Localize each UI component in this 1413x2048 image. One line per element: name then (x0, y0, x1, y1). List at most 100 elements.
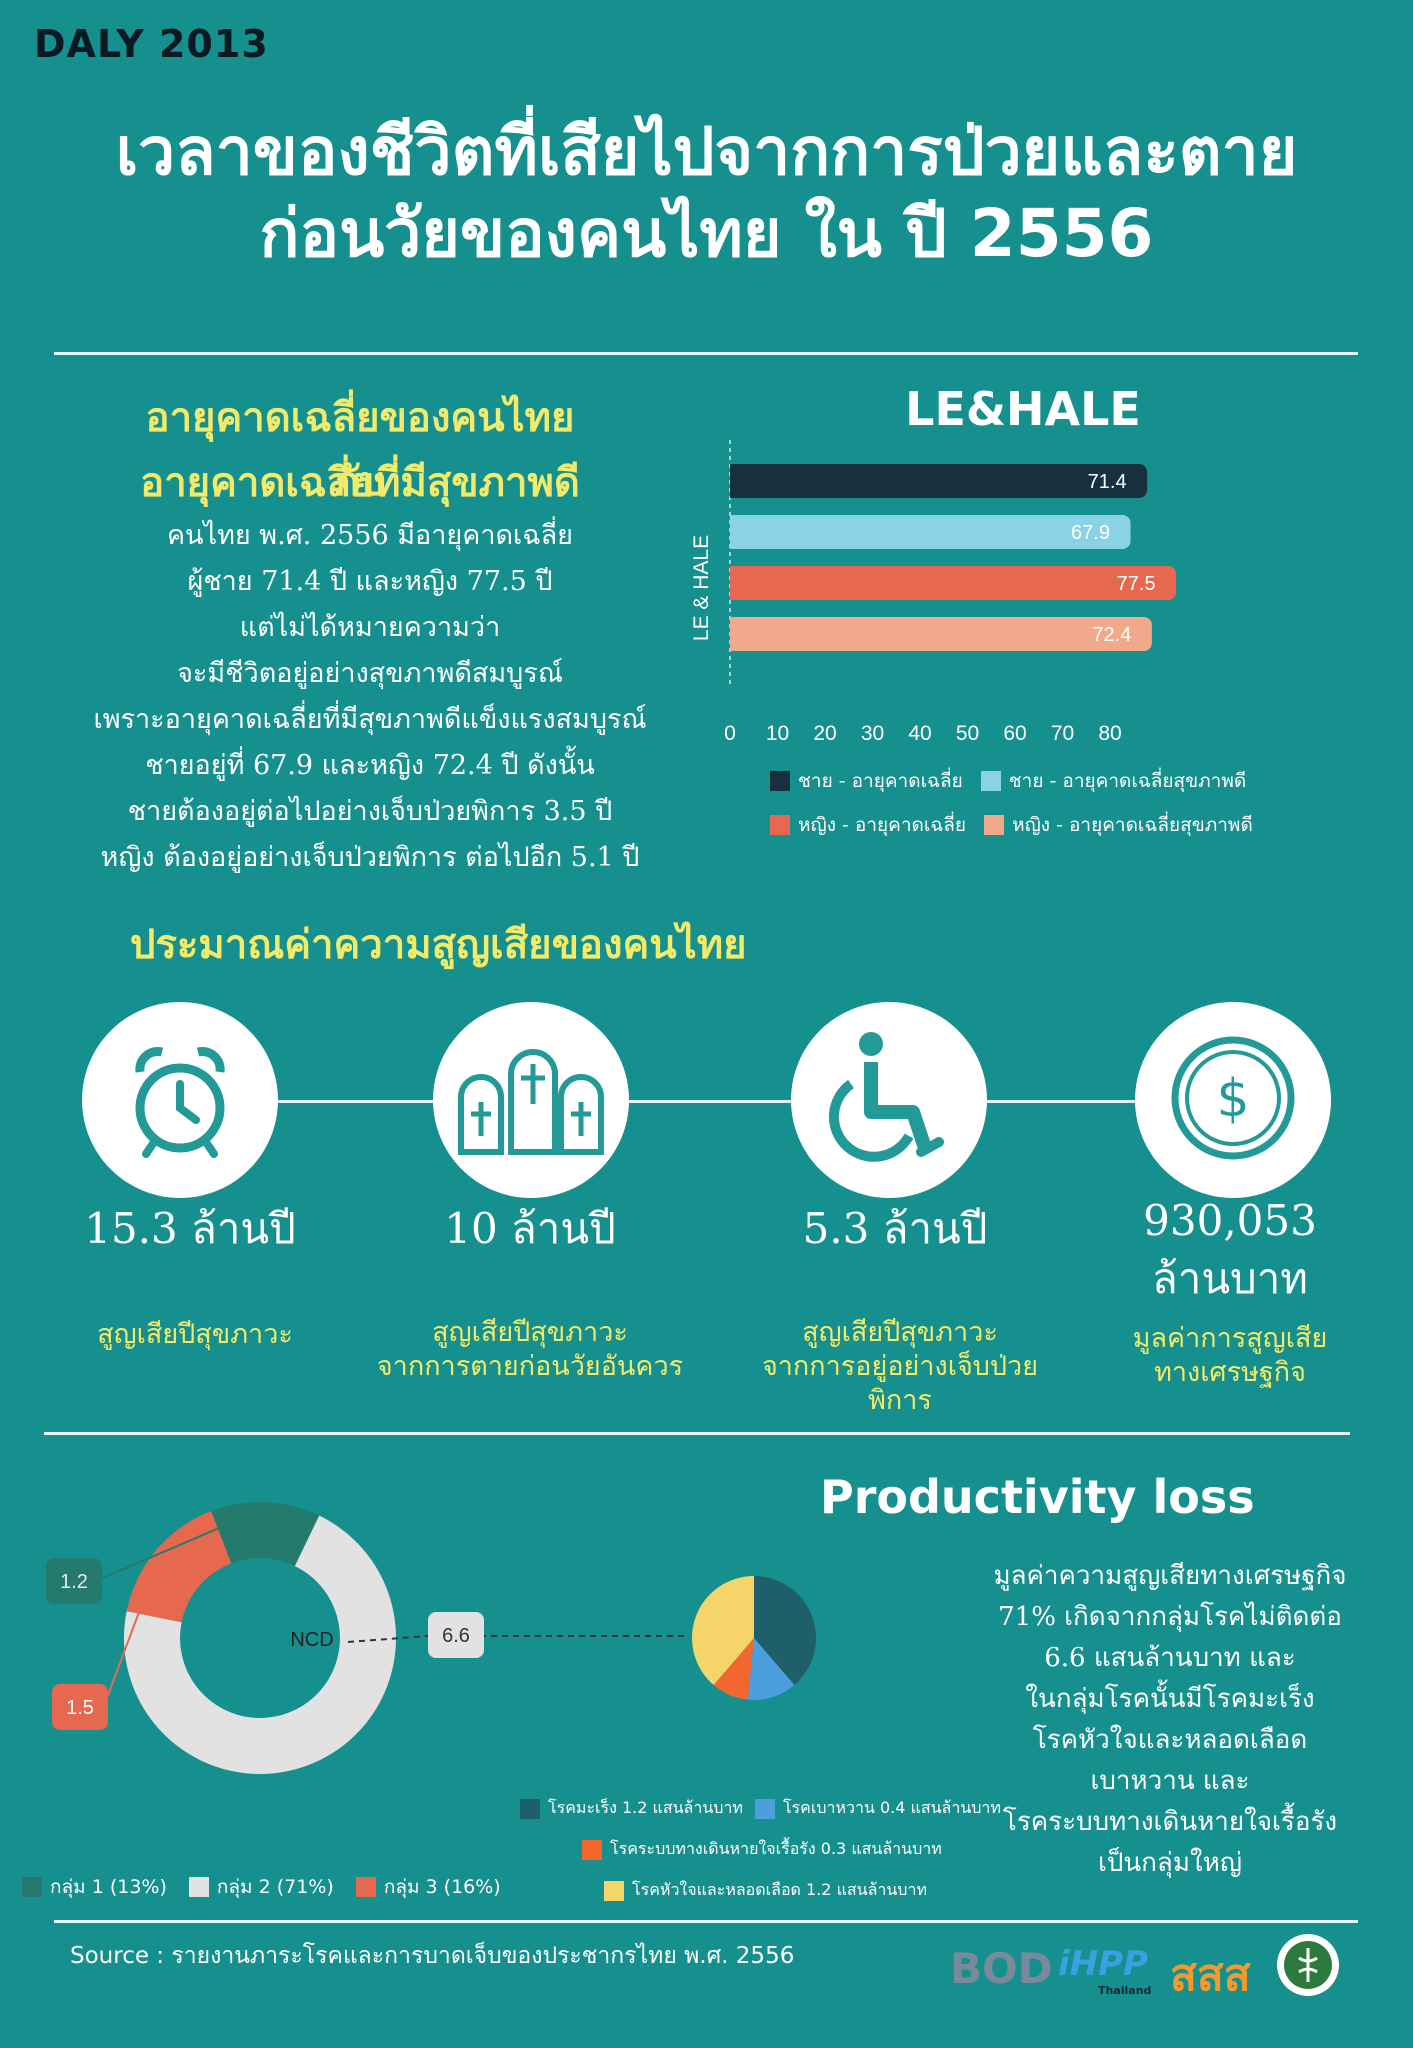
le-paragraph-line: จะมีชีวิตอยู่อย่างสุขภาพดีสมบูรณ์ (177, 658, 563, 689)
productivity-title: Productivity loss (820, 1470, 1255, 1524)
le-paragraph-line: หญิง ต้องอยู่อย่างเจ็บป่วยพิการ ต่อไปอีก… (100, 842, 640, 873)
stat-label: มูลค่าการสูญเสีย ทางเศรษฐกิจ (1080, 1322, 1380, 1390)
legend-swatch (582, 1839, 602, 1860)
legend-swatch (984, 815, 1005, 835)
stat-label-line: พิการ (868, 1385, 932, 1416)
legend-label: ชาย - อายุคาดเฉลี่ยสุขภาพดี (1008, 770, 1247, 792)
legend-swatch (188, 1877, 209, 1897)
legend-label: กลุ่ม 3 (16%) (383, 1876, 501, 1898)
stat-circle (433, 1002, 629, 1198)
bar-value-badge (1084, 566, 1177, 600)
wheelchair-icon (828, 1032, 944, 1162)
productivity-pie-charts: NCD 1.2 1.5 6.6 (46, 1502, 816, 1774)
x-tick-label: 50 (956, 722, 979, 745)
stat-label: สูญเสียปีสุขภาวะ จากการตายก่อนวัยอันควร (360, 1316, 700, 1384)
callout-box (52, 1684, 108, 1730)
x-tick-label: 10 (766, 722, 789, 745)
productivity-line: 6.6 แสนล้านบาท และ (1044, 1643, 1296, 1673)
top-divider (54, 352, 1358, 355)
bar-value-label: 67.9 (1071, 522, 1110, 544)
le-paragraph-line: ชายอยู่ที่ 67.9 และหญิง 72.4 ปี ดังนั้น (145, 750, 595, 781)
x-tick-label: 20 (813, 722, 836, 745)
stat-label-line: มูลค่าการสูญเสีย (1132, 1323, 1328, 1354)
stat-label-line: จากการอยู่อย่างเจ็บป่วย (761, 1351, 1039, 1382)
pie-slice (713, 1638, 754, 1700)
donut-slice (211, 1502, 320, 1566)
callout-value: 1.2 (60, 1571, 88, 1593)
legend-item: โรคหัวใจและหลอดเลือด 1.2 แสนล้านบาท (604, 1878, 1020, 1903)
bar-value-label: 72.4 (1092, 624, 1131, 646)
bottom-divider (54, 1920, 1358, 1923)
productivity-line: มูลค่าความสูญเสียทางเศรษฐกิจ (993, 1561, 1347, 1591)
ihpp-logo-sub: Thailand (1098, 1984, 1152, 1997)
donut-slice (124, 1515, 397, 1774)
legend-swatch (22, 1877, 42, 1897)
legend-item: โรคระบบทางเดินหายใจเรื้อรัง 0.3 แสนล้านบ… (582, 1837, 1020, 1862)
callout-line (97, 1507, 266, 1581)
productivity-line: เบาหวาน และ (1090, 1766, 1250, 1796)
productivity-line: โรคระบบทางเดินหายใจเรื้อรัง (1002, 1807, 1338, 1837)
bod-logo: BOD (950, 1944, 1053, 1993)
stat-label: สูญเสียปีสุขภาวะ จากการอยู่อย่างเจ็บป่วย… (740, 1316, 1060, 1418)
legend-label: กลุ่ม 1 (13%) (50, 1876, 167, 1898)
legend-item: โรคเบาหวาน 0.4 แสนล้านบาท (754, 1796, 1001, 1821)
callout-value: 1.5 (66, 1697, 94, 1719)
legend-item: หญิง - อายุคาดเฉลี่ย (770, 810, 966, 840)
legend-label: หญิง - อายุคาดเฉลี่ยสุขภาพดี (1012, 814, 1253, 836)
pie-slice (747, 1638, 795, 1700)
legend-item: กลุ่ม 1 (13%) (22, 1872, 167, 1902)
le-paragraph-line: คนไทย พ.ศ. 2556 มีอายุคาดเฉลี่ย (166, 520, 573, 551)
legend-item: กลุ่ม 3 (16%) (355, 1872, 501, 1902)
stat-value: 930,053 (1143, 1196, 1317, 1245)
stat-circle: $ (1135, 1002, 1331, 1198)
stat-label-line: ทางเศรษฐกิจ (1154, 1357, 1306, 1388)
le-paragraph-line: ผู้ชาย 71.4 ปี และหญิง 77.5 ปี (187, 566, 553, 597)
productivity-line: 71% เกิดจากกลุ่มโรคไม่ติดต่อ (998, 1602, 1342, 1632)
x-tick-label: 60 (1003, 722, 1026, 745)
legend-item: ชาย - อายุคาดเฉลี่ย (770, 766, 963, 796)
stat-value: 5.3 ล้านปี (802, 1204, 988, 1253)
pie-slice (691, 1576, 754, 1686)
le-paragraph-line: เพราะอายุคาดเฉลี่ยที่มีสุขภาพดีแข็งแรงสม… (93, 704, 647, 735)
bar-legend: ชาย - อายุคาดเฉลี่ย ชาย - อายุคาดเฉลี่ยส… (770, 766, 1370, 840)
bar-value-label: 71.4 (1088, 471, 1127, 493)
chart-title: LE&HALE (905, 382, 1141, 436)
productivity-line: ในกลุ่มโรคนั้นมีโรคมะเร็ง (1025, 1684, 1315, 1714)
callout-box (46, 1558, 102, 1604)
svg-text:$: $ (1216, 1069, 1249, 1129)
legend-item: หญิง - อายุคาดเฉลี่ยสุขภาพดี (984, 810, 1253, 840)
donut-center-label: NCD (290, 1629, 333, 1651)
middle-divider (44, 1432, 1350, 1435)
legend-label: ชาย - อายุคาดเฉลี่ย (798, 770, 963, 792)
legend-label: โรคหัวใจและหลอดเลือด 1.2 แสนล้านบาท (632, 1880, 927, 1899)
legend-swatch (770, 771, 790, 791)
x-tick-label: 80 (1098, 722, 1121, 745)
le-paragraph: คนไทย พ.ศ. 2556 มีอายุคาดเฉลี่ย ผู้ชาย 7… (80, 513, 660, 881)
le-paragraph-line: แต่ไม่ได้หมายความว่า (239, 612, 501, 643)
source-text: Source : รายงานภาระโรคและการบาดเจ็บของปร… (70, 1943, 795, 1969)
report-tag: DALY 2013 (34, 22, 269, 66)
stat-circle (82, 1002, 278, 1198)
legend-swatch (520, 1798, 540, 1819)
x-tick-label: 70 (1051, 722, 1074, 745)
x-tick-label: 30 (861, 722, 884, 745)
pie-legend: โรคมะเร็ง 1.2 แสนล้านบาท โรคเบาหวาน 0.4 … (520, 1796, 1020, 1903)
productivity-line: เป็นกลุ่มใหญ่ (1098, 1848, 1242, 1878)
legend-item: โรคมะเร็ง 1.2 แสนล้านบาท (520, 1796, 743, 1821)
callout-line (103, 1553, 162, 1707)
le-heading-line1: อายุคาดเฉลี่ยของคนไทย กับ (145, 395, 575, 505)
legend-item: กลุ่ม 2 (71%) (188, 1872, 334, 1902)
legend-swatch (770, 815, 790, 835)
legend-label: โรคมะเร็ง 1.2 แสนล้านบาท (548, 1798, 743, 1817)
y-axis-label: LE & HALE (690, 535, 713, 641)
legend-label: หญิง - อายุคาดเฉลี่ย (798, 814, 967, 836)
legend-swatch (980, 771, 1001, 791)
legend-swatch (355, 1877, 376, 1897)
stat-label-line: สูญเสียปีสุขภาวะ (802, 1317, 998, 1348)
page-title-line1: เวลาของชีวิตที่เสียไปจากการป่วยและตาย (115, 113, 1298, 190)
legend-label: โรคเบาหวาน 0.4 แสนล้านบาท (782, 1798, 1001, 1817)
le-heading-line2: อายุคาดเฉลี่ยที่มีสุขภาพดี (140, 460, 580, 506)
bar (730, 617, 1074, 651)
stat-label-line: สูญเสียปีสุขภาวะ (432, 1317, 628, 1348)
le-hale-bar-chart: LE & HALE 71.4 67.9 77.5 72.4 0 10 20 30 40 50 60 70… (690, 440, 1177, 745)
